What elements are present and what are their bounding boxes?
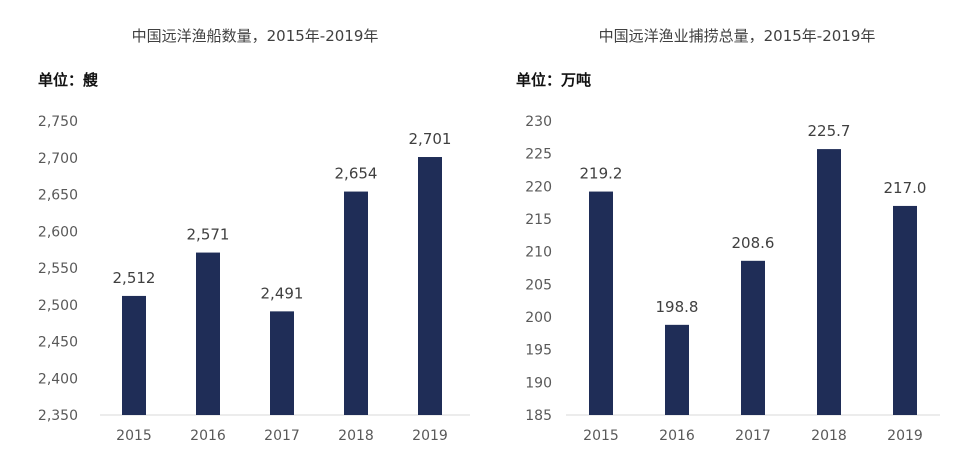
y-tick-label: 2,350 [38, 408, 78, 424]
x-tick-label: 2019 [887, 428, 923, 444]
y-tick-label: 210 [525, 245, 552, 261]
bars [122, 157, 442, 415]
data-label: 2,654 [335, 165, 378, 183]
y-tick-label: 205 [525, 277, 552, 293]
x-axis: 2015 2016 2017 2018 2019 [583, 428, 923, 444]
x-tick-label: 2018 [811, 428, 847, 444]
y-tick-label: 2,500 [38, 298, 78, 314]
data-label: 2,571 [187, 226, 230, 244]
data-label: 2,701 [409, 130, 452, 148]
data-labels: 219.2 198.8 208.6 225.7 217.0 [580, 122, 927, 316]
y-tick-label: 2,650 [38, 188, 78, 204]
x-axis: 2015 2016 2017 2018 2019 [116, 428, 448, 444]
y-tick-label: 2,600 [38, 224, 78, 240]
x-tick-label: 2015 [583, 428, 619, 444]
x-tick-label: 2018 [338, 428, 374, 444]
bar-2017 [741, 260, 765, 415]
bar-2018 [344, 191, 368, 415]
chart-title: 中国远洋渔业捕捞总量，2015年-2019年 [599, 27, 876, 45]
data-label: 225.7 [808, 122, 851, 140]
x-tick-label: 2017 [264, 428, 300, 444]
bars [589, 149, 917, 416]
y-tick-label: 185 [525, 408, 552, 424]
data-label: 2,491 [261, 284, 304, 302]
unit-label: 单位：万吨 [516, 71, 591, 89]
bar-2017 [270, 311, 294, 415]
fishing-catch-chart: 中国远洋渔业捕捞总量，2015年-2019年 单位：万吨 185 190 195 20… [516, 27, 940, 444]
bar-2018 [817, 149, 841, 416]
fishing-vessels-chart: 中国远洋渔船数量，2015年-2019年 单位：艘 2,350 2,400 2,45… [38, 27, 470, 444]
bar-2019 [893, 205, 917, 415]
bar-2016 [665, 324, 689, 415]
x-tick-label: 2015 [116, 428, 152, 444]
y-tick-label: 2,550 [38, 261, 78, 277]
x-tick-label: 2016 [659, 428, 695, 444]
data-label: 208.6 [732, 234, 775, 252]
y-tick-label: 215 [525, 212, 552, 228]
data-label: 198.8 [656, 298, 699, 316]
y-tick-label: 200 [525, 310, 552, 326]
bar-2019 [418, 157, 442, 415]
y-axis: 185 190 195 200 205 210 215 220 225 230 [525, 114, 552, 424]
chart-title: 中国远洋渔船数量，2015年-2019年 [132, 27, 379, 45]
y-tick-label: 2,450 [38, 335, 78, 351]
x-tick-label: 2019 [412, 428, 448, 444]
data-label: 2,512 [113, 269, 156, 287]
bar-2015 [589, 191, 613, 415]
y-tick-label: 190 [525, 375, 552, 391]
data-label: 219.2 [580, 165, 623, 183]
unit-label: 单位：艘 [38, 71, 99, 89]
y-tick-label: 225 [525, 147, 552, 163]
y-tick-label: 220 [525, 179, 552, 195]
bar-2015 [122, 295, 146, 415]
y-tick-label: 195 [525, 343, 552, 359]
y-tick-label: 2,700 [38, 151, 78, 167]
bar-2016 [196, 252, 220, 415]
y-tick-label: 2,400 [38, 371, 78, 387]
y-tick-label: 230 [525, 114, 552, 130]
y-axis: 2,350 2,400 2,450 2,500 2,550 2,600 2,650 2,700… [38, 114, 78, 424]
y-tick-label: 2,750 [38, 114, 78, 130]
x-tick-label: 2016 [190, 428, 226, 444]
data-labels: 2,512 2,571 2,491 2,654 2,701 [113, 130, 452, 302]
data-label: 217.0 [884, 179, 927, 197]
x-tick-label: 2017 [735, 428, 771, 444]
